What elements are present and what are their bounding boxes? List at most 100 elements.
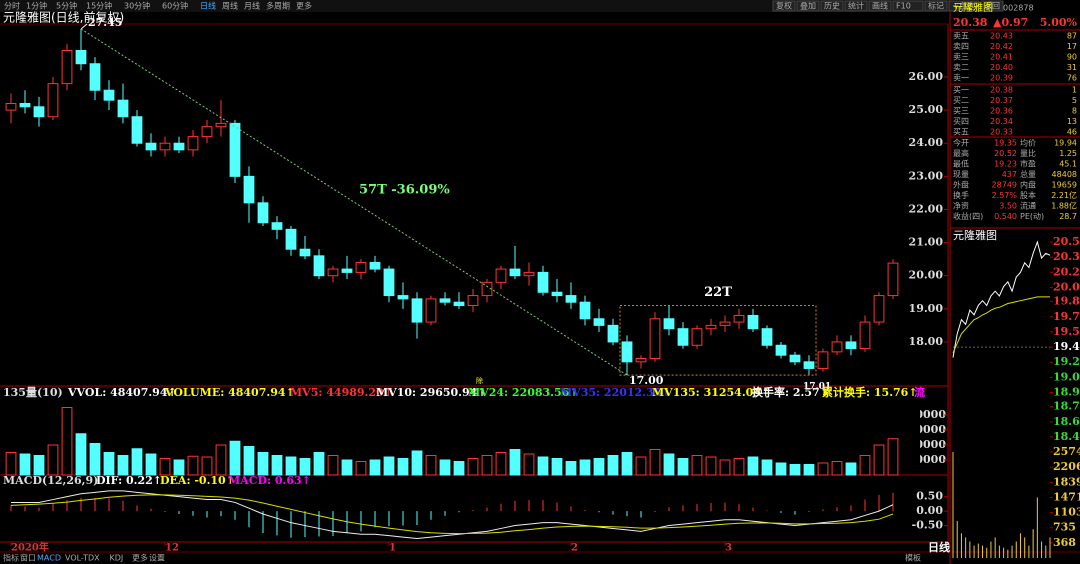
y-tick-label: 1471 [1053, 490, 1080, 503]
bottom-tab[interactable]: VOL-TDX [65, 554, 100, 563]
change: ▲0.97 [993, 16, 1028, 29]
volume-bar [481, 455, 493, 476]
volume-bar [705, 456, 717, 476]
template-button[interactable]: 模板 [905, 553, 921, 563]
candle-body [243, 175, 255, 204]
candle-body [215, 122, 227, 128]
bottom-tab[interactable]: KDJ [110, 554, 124, 563]
volume-header: VOLUME: 48407.94↑ [164, 386, 295, 399]
period-tab[interactable]: 60分钟 [162, 1, 188, 11]
toolbar-button-label[interactable]: 叠加 [800, 1, 816, 11]
stat-label: PE(动) [1020, 211, 1044, 221]
candle-body [747, 314, 759, 330]
toolbar-button[interactable] [924, 0, 948, 12]
volume-bar [383, 456, 395, 476]
stock-name: 元隆雅图 [953, 1, 993, 14]
candle-body [691, 328, 703, 346]
volume-bar [33, 455, 45, 476]
intraday-title: 元隆雅图 [953, 228, 997, 242]
book-volume: 8 [1072, 107, 1077, 116]
period-tab[interactable]: 多周期 [266, 1, 290, 11]
stat-value: 437 [1002, 170, 1017, 179]
ex-marker: 除 [476, 376, 483, 385]
bottom-tab[interactable]: MACD [37, 554, 61, 563]
volume-bar [453, 461, 465, 476]
period-tab[interactable]: 更多 [296, 1, 312, 11]
toolbar-button-label[interactable]: 统计 [848, 1, 864, 11]
stat-label: 市盈 [1020, 159, 1036, 169]
stat-value: 3.50 [999, 202, 1017, 211]
period-tab[interactable]: 日线 [200, 1, 216, 11]
y-tick-label: 22.00 [909, 202, 944, 215]
toolbar-button[interactable] [820, 0, 844, 12]
toolbar-button[interactable] [868, 0, 892, 12]
candle-body [733, 314, 745, 323]
toolbar-button-label[interactable]: F10 [896, 2, 911, 11]
bottom-tab[interactable]: 更多 [132, 553, 148, 563]
volume-bar [75, 433, 87, 476]
y-tick-label: -0.50 [912, 519, 944, 532]
volume-bar [327, 455, 339, 476]
bottom-tab[interactable]: 指标 [3, 553, 19, 563]
toolbar-button-label[interactable]: 返回 [984, 2, 1000, 11]
period-tab[interactable]: 15分钟 [86, 1, 112, 11]
y-tick-label: 19.41 [1053, 340, 1080, 353]
toolbar-button-label[interactable]: 复权 [776, 1, 792, 11]
y-tick-label: 18.46 [1053, 430, 1080, 443]
stat-label: 换手 [953, 190, 969, 200]
stat-value: 19659 [1052, 181, 1077, 190]
stat-value: 19.23 [994, 160, 1017, 169]
candle-body [75, 49, 87, 65]
bottom-tab[interactable]: 设置 [149, 553, 165, 563]
candle-body [411, 298, 423, 323]
range-box [619, 305, 817, 376]
candle-body [397, 295, 409, 300]
toolbar-button[interactable] [844, 0, 868, 12]
book-price: 20.43 [990, 32, 1013, 41]
period-tab[interactable]: 5分钟 [56, 1, 77, 11]
toolbar-button-label[interactable]: 历史 [824, 1, 840, 11]
y-tick-label: 2574 [1053, 445, 1080, 458]
period-tab[interactable]: 30分钟 [124, 1, 150, 11]
volume-bar [565, 461, 577, 476]
candle-body [523, 271, 535, 277]
stat-value: 19.35 [994, 139, 1017, 148]
volume-bar [775, 462, 787, 476]
stat-label: 最低 [953, 159, 969, 169]
toolbar-button-label[interactable]: 画线 [872, 1, 888, 11]
volume-bar [411, 450, 423, 476]
toolbar-button[interactable] [772, 0, 796, 12]
y-tick-label: 18.93 [1053, 386, 1080, 399]
toolbar-button[interactable] [948, 0, 980, 12]
y-tick-label: 19.57 [1053, 325, 1080, 338]
x-tick-label: 2 [571, 543, 578, 554]
range-label: 22T [704, 285, 732, 300]
stat-label: 流通 [1020, 201, 1036, 211]
candle-body [495, 268, 507, 283]
candle-body [47, 83, 59, 118]
volume-bar [677, 458, 689, 476]
candle-body [509, 268, 521, 277]
candle-body [103, 89, 115, 101]
y-tick-label: 26.00 [909, 70, 944, 83]
period-tab[interactable]: 1分钟 [26, 1, 47, 11]
y-tick-label: 23.00 [909, 169, 944, 182]
period-tab[interactable]: 月线 [244, 1, 260, 11]
period-tab[interactable]: 周线 [222, 1, 238, 11]
period-tab[interactable]: 分时 [4, 1, 20, 11]
toolbar-button[interactable] [980, 0, 1004, 12]
candle-body [61, 49, 73, 85]
stat-value: 1.88亿 [1051, 201, 1077, 211]
candle-body [537, 271, 549, 293]
toolbar-button-label[interactable]: 标记 [928, 1, 944, 11]
toolbar-button-label[interactable]: +自选 [952, 1, 975, 11]
stat-label: 今开 [953, 138, 969, 148]
book-volume: 13 [1067, 117, 1077, 126]
volume-bar [103, 452, 115, 476]
stat-label: 收益(四) [953, 211, 983, 221]
y-tick-label: 735 [1053, 521, 1076, 534]
toolbar-button[interactable] [796, 0, 820, 12]
toolbar-button[interactable] [892, 0, 924, 12]
bottom-tab[interactable]: 窗口 [20, 553, 36, 563]
y-tick-label: 24.00 [909, 136, 944, 149]
